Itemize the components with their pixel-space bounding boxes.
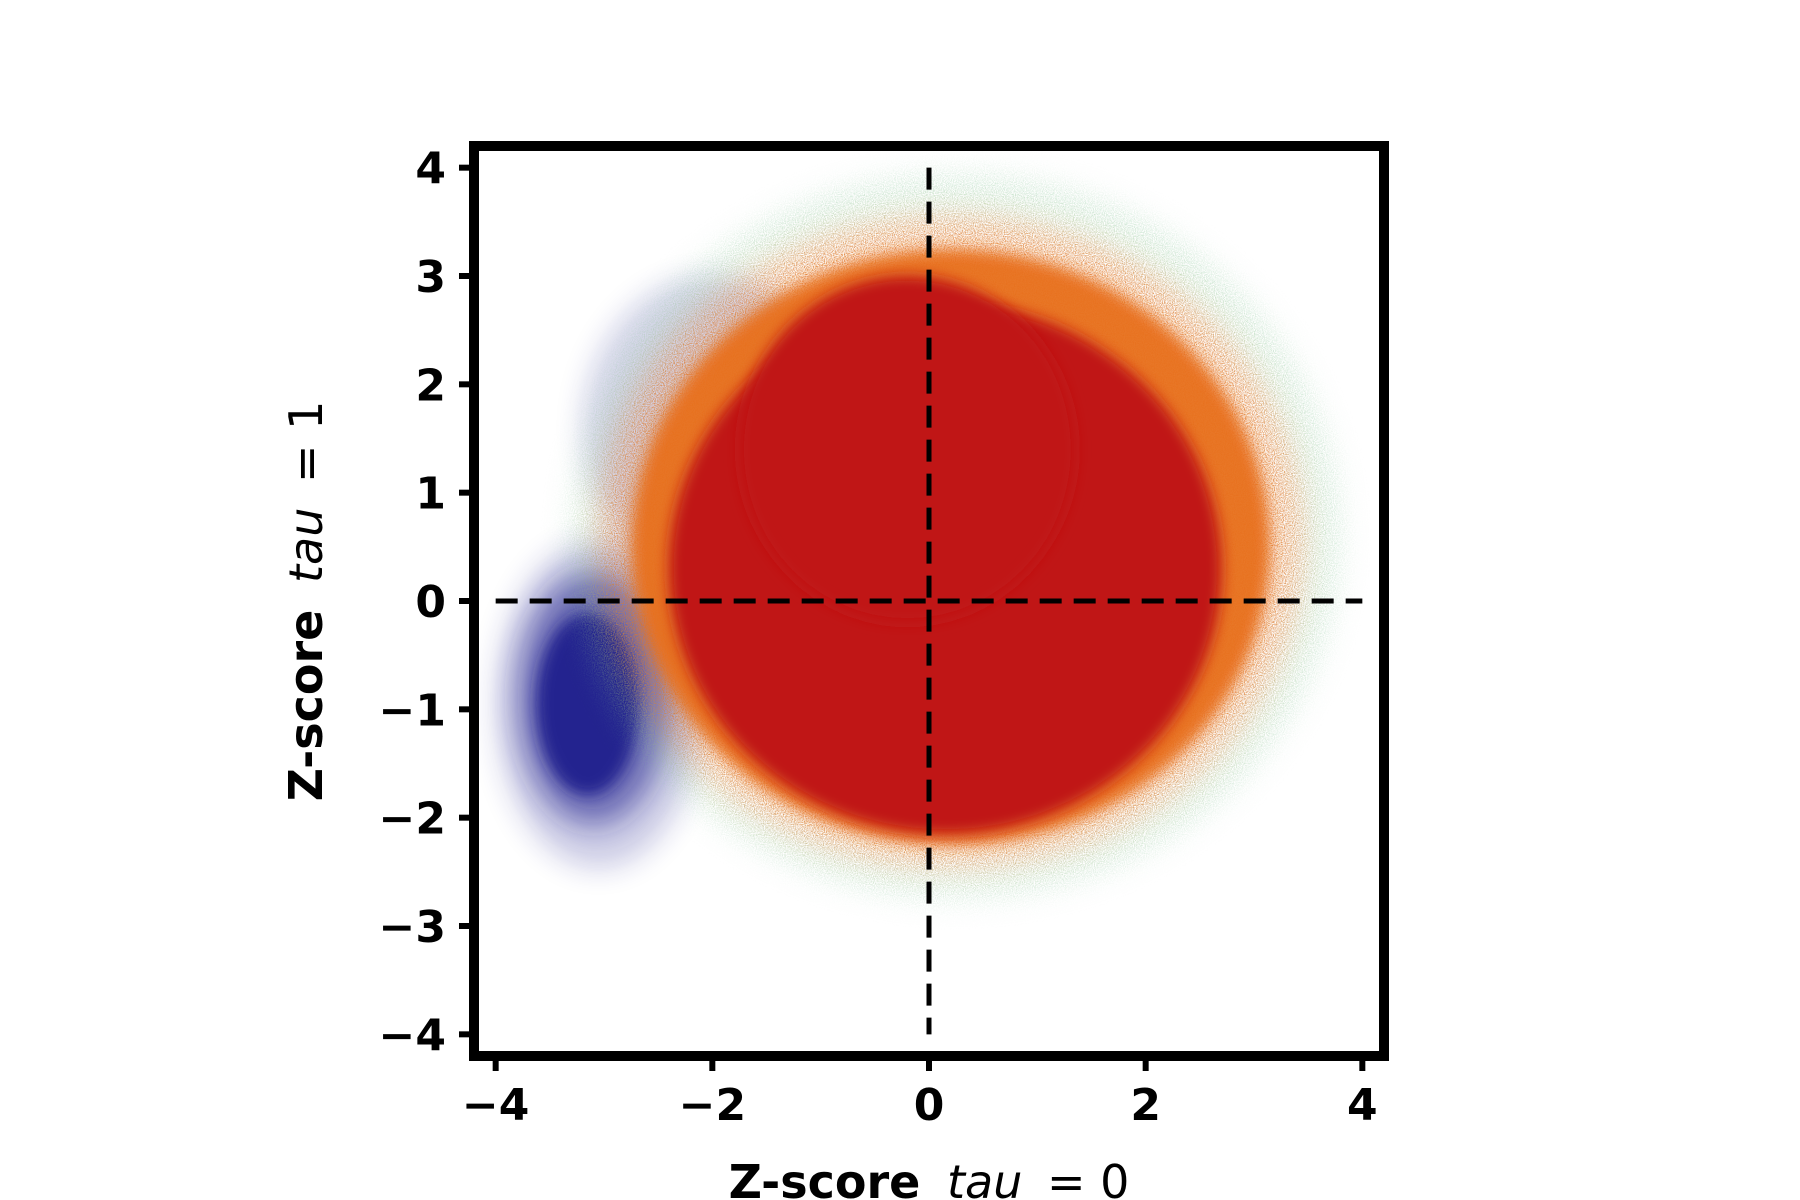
y-tick-label: −3 (379, 902, 446, 953)
y-axis-label-variable: tau (279, 508, 333, 583)
x-axis-label-prefix: Z-score (729, 1155, 921, 1200)
y-axis-ticks: −4 −3 −2 −1 0 1 2 3 4 (379, 144, 469, 1061)
point-cloud (496, 173, 1341, 899)
y-axis-label-prefix: Z-score (279, 610, 333, 802)
x-tick-label: −4 (462, 1080, 529, 1131)
x-tick-label: −2 (679, 1080, 746, 1131)
x-axis-label-equals: = 0 (1047, 1155, 1129, 1200)
x-tick-label: 0 (914, 1080, 945, 1131)
y-tick-label: −2 (379, 794, 446, 845)
y-tick-label: 1 (415, 469, 446, 520)
x-axis-ticks: −4 −2 0 2 4 (462, 1061, 1378, 1131)
y-tick-label: 0 (415, 577, 446, 628)
reference-lines (495, 167, 1363, 1035)
axes-frame (469, 141, 1389, 1061)
y-tick-label: −4 (379, 1010, 446, 1061)
x-axis-label-variable: tau (947, 1155, 1022, 1200)
y-tick-label: −1 (379, 685, 446, 736)
y-axis-label: Z-score tau = 1 (279, 401, 333, 802)
x-axis-label: Z-score tau = 0 (729, 1155, 1130, 1200)
core-dense-top (739, 276, 1076, 623)
x-tick-label: 4 (1347, 1080, 1378, 1131)
y-tick-label: 3 (415, 252, 446, 303)
y-axis-label-equals: = 1 (279, 401, 333, 483)
y-tick-label: 4 (415, 144, 446, 195)
y-tick-label: 2 (415, 360, 446, 411)
x-tick-label: 2 (1130, 1080, 1161, 1131)
